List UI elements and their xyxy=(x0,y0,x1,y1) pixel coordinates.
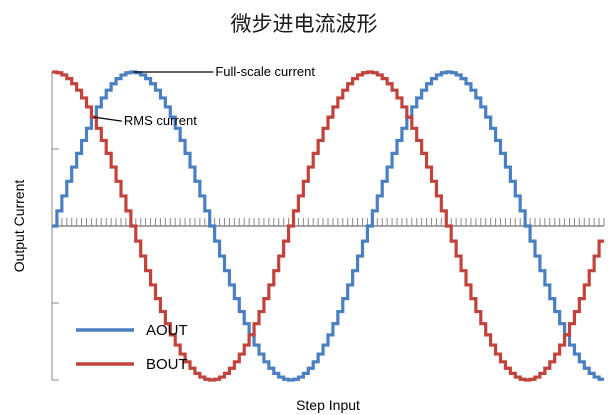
annotation-layer: Full-scale current RMS current xyxy=(93,64,315,128)
series-layer xyxy=(52,70,604,382)
legend-label-bout: BOUT xyxy=(146,356,188,373)
chart-title: 微步进电流波形 xyxy=(230,12,378,36)
annotation-leader xyxy=(93,116,122,122)
y-axis-label: Output Current xyxy=(11,180,27,273)
annotation-label: Full-scale current xyxy=(215,64,315,79)
annotation-label: RMS current xyxy=(124,113,197,128)
series-line-bout xyxy=(52,70,604,382)
legend-label-aout: AOUT xyxy=(146,322,188,339)
x-ticks xyxy=(56,218,605,226)
x-axis-label: Step Input xyxy=(296,397,360,413)
series-line-aout xyxy=(52,70,604,382)
legend: AOUT BOUT xyxy=(76,322,188,373)
